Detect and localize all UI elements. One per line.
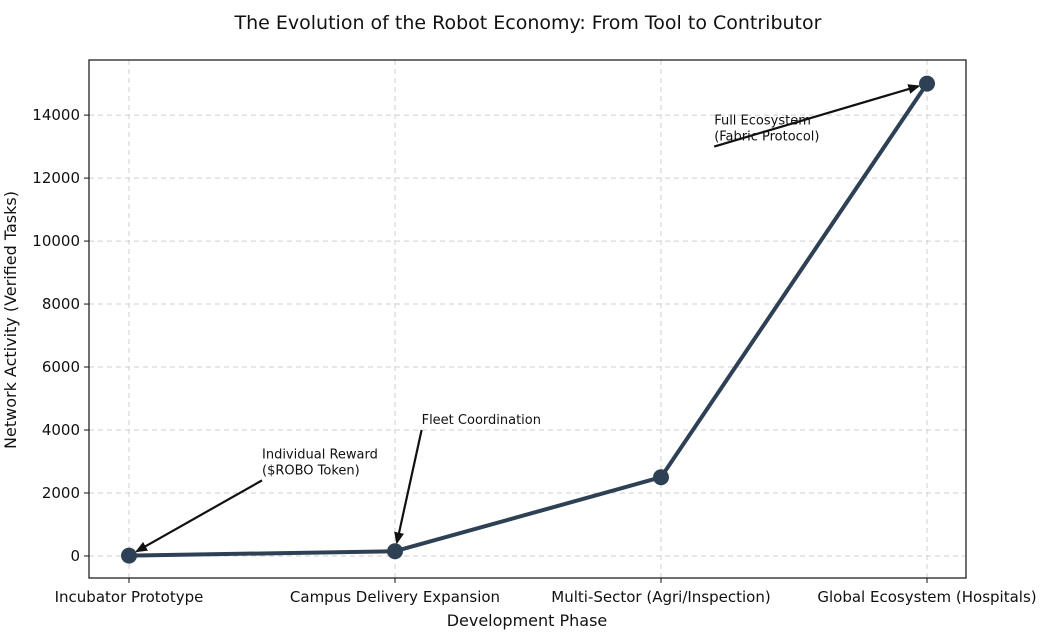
annotation-line: Individual Reward <box>262 447 378 462</box>
x-tick-label: Campus Delivery Expansion <box>290 588 500 606</box>
annotation-line: Fleet Coordination <box>422 413 541 428</box>
y-tick-label: 8000 <box>42 295 80 313</box>
annotation-label: Fleet Coordination <box>422 413 541 428</box>
x-axis-title: Development Phase <box>447 611 608 630</box>
annotation-arrow <box>394 429 423 545</box>
annotation-line: ($ROBO Token) <box>262 463 360 478</box>
data-point <box>919 75 935 92</box>
data-point <box>653 469 669 486</box>
y-tick-label: 4000 <box>42 421 80 439</box>
y-tick-label: 12000 <box>32 169 80 187</box>
y-tick-label: 14000 <box>32 106 80 124</box>
y-tick-label: 6000 <box>42 358 80 376</box>
x-tick-label: Incubator Prototype <box>55 588 204 606</box>
x-axis-ticks: Incubator Prototype Campus Delivery Expan… <box>55 578 1037 606</box>
annotations: Individual Reward ($ROBO Token) Fleet Coor… <box>135 84 921 553</box>
y-tick-label: 2000 <box>42 484 80 502</box>
y-axis-ticks: 0 2000 4000 6000 8000 10000 12000 14000 <box>32 106 89 565</box>
grid <box>89 60 966 578</box>
data-point <box>387 543 403 560</box>
x-tick-label: Global Ecosystem (Hospitals) <box>817 588 1036 606</box>
series-line <box>127 81 929 558</box>
y-tick-label: 0 <box>70 547 80 565</box>
y-tick-label: 10000 <box>32 232 80 250</box>
plot-frame <box>88 59 967 579</box>
annotation-line: Full Ecosystem <box>714 114 811 129</box>
annotation-label: Individual Reward ($ROBO Token) <box>262 447 378 478</box>
annotation-line: (Fabric Protocol) <box>714 130 819 145</box>
series-layer <box>121 75 935 564</box>
data-point <box>121 547 137 564</box>
annotation-label: Full Ecosystem (Fabric Protocol) <box>714 114 819 145</box>
annotation-arrow <box>135 479 263 553</box>
y-axis-title: Network Activity (Verified Tasks) <box>1 191 20 449</box>
x-tick-label: Multi-Sector (Agri/Inspection) <box>551 588 770 606</box>
annotation-arrow <box>713 84 921 148</box>
chart-title: The Evolution of the Robot Economy: From… <box>234 12 822 34</box>
